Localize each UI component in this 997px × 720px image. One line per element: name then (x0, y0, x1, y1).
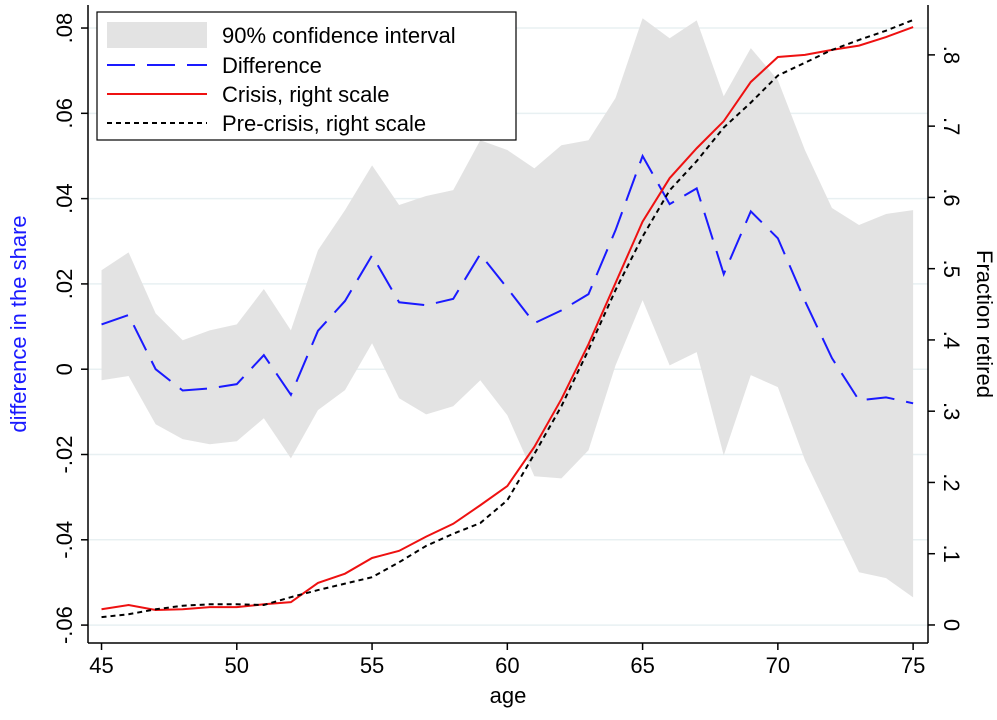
series-line (101, 26, 914, 612)
legend-swatch (107, 22, 207, 48)
y-tick-label: -.06 (52, 606, 77, 644)
series-line (101, 153, 914, 405)
y-tick-label: -.04 (52, 521, 77, 559)
x-tick-label: 65 (630, 653, 654, 678)
x-axis-label: age (490, 683, 527, 708)
y-tick-label: 0 (52, 363, 77, 375)
y2-tick-label: .1 (939, 545, 964, 563)
confidence-band (101, 18, 914, 598)
legend-label: 90% confidence interval (222, 23, 456, 48)
y2-tick-label: .8 (939, 46, 964, 64)
y2-tick-label: 0 (939, 619, 964, 631)
y-axis-label: difference in the share (6, 215, 31, 432)
y2-tick-label: .4 (939, 331, 964, 349)
y2-axis-label: Fraction retired (972, 250, 997, 398)
y-tick-label: .04 (52, 183, 77, 214)
y2-tick-label: .7 (939, 117, 964, 135)
y-tick-label: .08 (52, 13, 77, 44)
y2-tick-label: .5 (939, 259, 964, 277)
legend-label: Crisis, right scale (222, 82, 389, 107)
x-tick-label: 50 (225, 653, 249, 678)
series-line (101, 19, 914, 619)
y2-tick-label: .2 (939, 473, 964, 491)
legend-label: Pre-crisis, right scale (222, 111, 426, 136)
x-tick-label: 55 (360, 653, 384, 678)
x-tick-label: 70 (766, 653, 790, 678)
y-tick-label: .06 (52, 98, 77, 129)
y-tick-label: -.02 (52, 436, 77, 474)
x-tick-label: 75 (901, 653, 925, 678)
y-tick-label: .02 (52, 269, 77, 300)
y2-tick-label: .3 (939, 402, 964, 420)
x-tick-label: 60 (495, 653, 519, 678)
x-tick-label: 45 (89, 653, 113, 678)
legend-label: Difference (222, 53, 322, 78)
y2-tick-label: .6 (939, 188, 964, 206)
